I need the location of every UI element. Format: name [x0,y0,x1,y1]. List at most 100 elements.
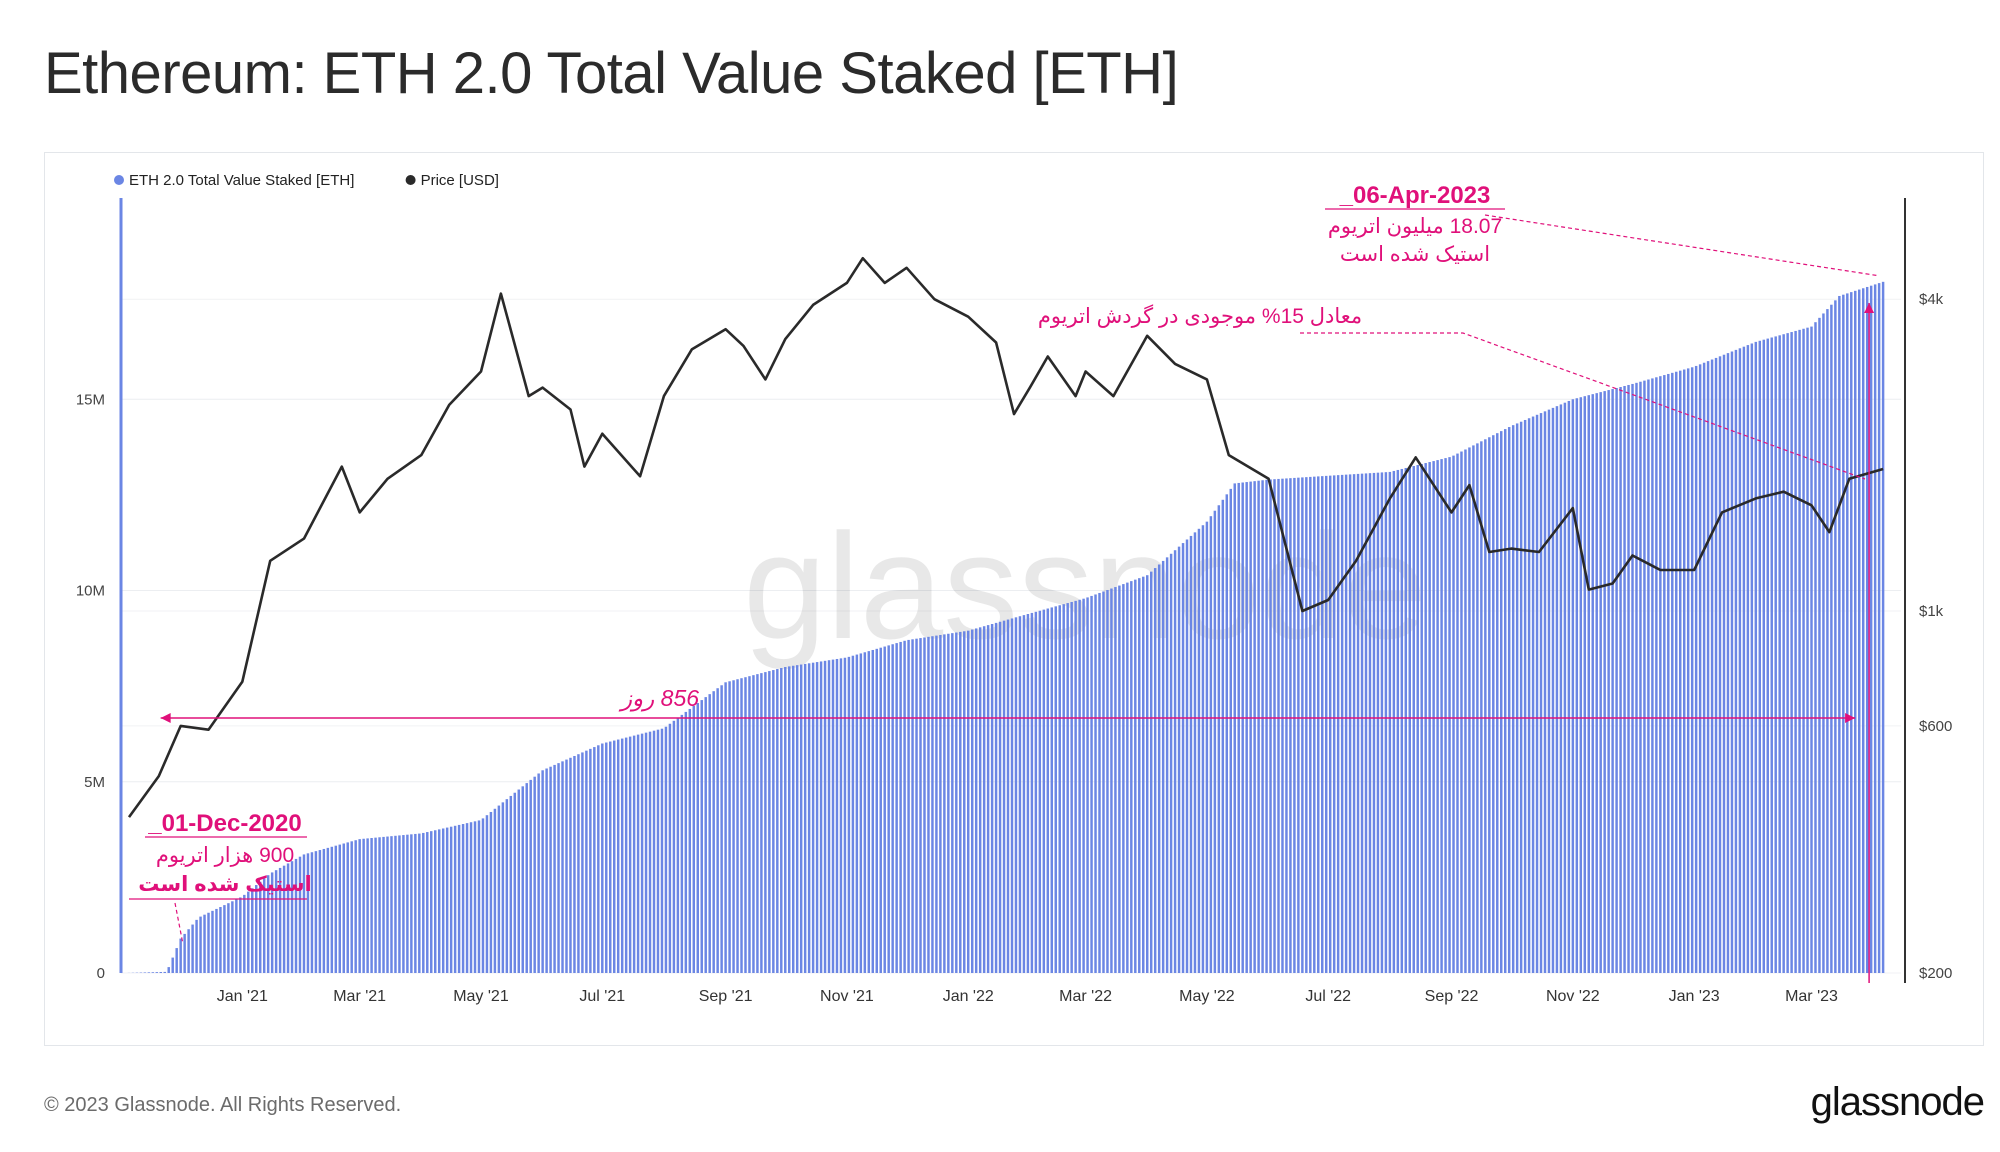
staked-bar [1149,571,1153,973]
staked-bar [1114,587,1117,973]
staked-bar [235,899,238,973]
staked-bar [1742,346,1746,973]
staked-bar [815,662,819,973]
staked-bar [227,903,230,973]
staked-bar [1416,465,1419,973]
staked-bar [422,832,425,973]
staked-bar [672,720,676,973]
staked-bar [911,639,914,973]
x-tick-label: Jul '22 [1305,988,1351,1005]
staked-bar [1348,474,1352,973]
staked-bar [290,861,294,973]
staked-bar [266,875,270,973]
staked-bar [1758,340,1762,973]
staked-bar [394,835,397,973]
staked-bar [1253,481,1256,973]
staked-bar [1356,473,1360,973]
staked-bar [517,789,520,973]
staked-bar [1460,451,1463,973]
end-line1: 18.07 میلیون اتریوم [1328,215,1502,238]
staked-bar [1690,367,1694,973]
staked-bar [700,700,703,973]
staked-bar [931,636,934,973]
staked-bar [1675,371,1678,973]
staked-bar [823,660,827,973]
staked-bar [1531,416,1535,974]
x-tick-label: Mar '22 [1059,988,1112,1005]
staked-bar [1667,373,1670,973]
staked-bar [1209,516,1213,973]
staked-bar [1269,479,1272,973]
x-tick-label: Nov '21 [820,988,874,1005]
staked-bar [434,830,437,973]
staked-bar [318,850,322,973]
staked-bar [1034,611,1038,973]
staked-bar [481,818,485,973]
staked-bar [1352,474,1356,973]
staked-bar [1766,338,1769,973]
staked-bar [151,972,155,973]
staked-bar [668,723,672,973]
staked-bar [398,835,401,973]
staked-bar [656,729,660,973]
staked-bar [1464,449,1467,973]
staked-bar [1587,395,1590,973]
staked-bar [175,948,178,973]
staked-bar [589,748,592,973]
staked-bar [664,726,668,973]
staked-bar [1881,281,1885,973]
staked-bar [1110,588,1113,973]
staked-bar [891,644,894,973]
staked-bar [1706,361,1710,973]
staked-bar [1261,480,1264,973]
span-label: 856 روز [618,685,699,712]
staked-bar [724,682,727,973]
staked-bar [660,728,664,973]
staked-bar [1392,470,1396,973]
staked-bar [342,843,345,973]
staked-bar [923,637,926,973]
staked-bar [1603,391,1606,974]
end-leader-line [1484,214,1880,277]
staked-bar [1328,475,1332,973]
staked-bar [457,824,461,973]
staked-bar [258,881,262,973]
staked-bar [612,740,616,973]
footer-copyright: © 2023 Glassnode. All Rights Reserved. [44,1094,402,1116]
staked-bar [223,905,226,973]
staked-bar [728,681,731,973]
staked-bar [278,867,282,973]
staked-bar [609,741,612,973]
staked-bar [1814,322,1817,973]
staked-bar [1671,372,1674,973]
staked-bar [1106,590,1109,973]
staked-bar [1770,337,1773,974]
staked-bar [1734,349,1738,973]
staked-bar [1321,476,1324,973]
annotations: _06-Apr-2023 18.07 میلیون اتریوم استیک شده… [129,182,1880,983]
supply-label: معادل 15% موجودی در گردش اتریوم [1038,304,1362,328]
staked-bar [346,842,349,973]
staked-bar [1313,476,1316,973]
staked-bar [1694,365,1698,973]
staked-bar [1563,402,1567,973]
staked-bar [1408,466,1411,973]
staked-bar [1301,477,1304,973]
staked-bar [1134,579,1137,973]
staked-bar [1217,505,1221,973]
staked-bar [1273,479,1276,973]
staked-bar [704,697,707,973]
staked-bar [601,743,604,973]
staked-bar [553,764,556,973]
staked-bar [1169,553,1173,973]
staked-bar [414,833,417,973]
staked-bar [374,837,377,973]
staked-bar [306,853,310,973]
staked-bar [764,672,767,973]
staked-bar [963,631,966,973]
staked-bar [1201,525,1205,973]
staked-bar [1058,605,1061,973]
staked-bar [1082,598,1085,973]
staked-bar [453,825,457,973]
staked-bar [915,638,918,973]
